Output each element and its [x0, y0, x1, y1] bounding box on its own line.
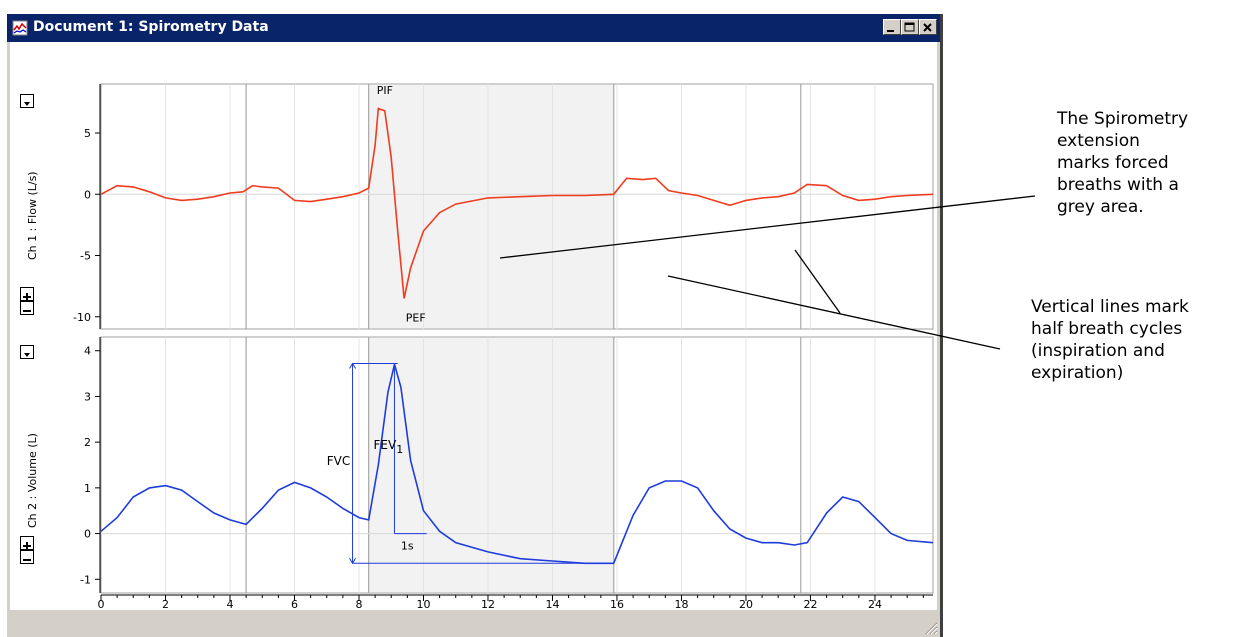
x-tick-label: 2 [162, 598, 169, 610]
x-tick-label: 22 [803, 598, 817, 610]
maximize-button[interactable] [901, 19, 919, 35]
callout-line-vertical-1 [667, 275, 1001, 350]
pif-label: PIF [377, 84, 393, 97]
time-axis: 0 2 4 6 8 10 12 14 16 18 20 22 24 [98, 594, 933, 610]
y-tick-label: 5 [84, 127, 91, 140]
minimize-icon [887, 30, 894, 32]
flow-trace [100, 107, 934, 299]
fev1-label: FEV1 [373, 438, 403, 456]
channel-2-menu-button[interactable] [20, 345, 34, 359]
x-tick-label: 4 [226, 598, 233, 610]
channel-1-plot: PIF PEF 5 0 -5 -10 Ch 1 : Flow (L/s) [26, 83, 934, 330]
volume-trace [100, 364, 934, 565]
chart-view[interactable]: PIF PEF 50-5-10 Ch 1 : Flow (L/s) FVC FE… [10, 42, 937, 610]
window-title: Document 1: Spirometry Data [33, 19, 269, 35]
channel-1-zoom-in-button[interactable] [20, 287, 34, 301]
y-tick-label: -10 [73, 311, 91, 324]
y-tick-label: 2 [84, 436, 91, 449]
channel-1-zoom-out-button[interactable] [20, 301, 34, 315]
dropdown-arrow-icon [24, 353, 30, 357]
dropdown-arrow-icon [24, 102, 30, 106]
callout-line-vertical-2 [794, 249, 841, 314]
y-tick-label: 0 [84, 528, 91, 541]
plus-icon [23, 542, 31, 550]
y-tick-label: 1 [84, 482, 91, 495]
x-tick-label: 6 [291, 598, 298, 610]
x-tick-label: 24 [868, 598, 882, 610]
callout-2-line: expiration) [1031, 363, 1124, 383]
y-tick-label: -5 [80, 250, 91, 263]
callout-2-line: Vertical lines mark [1031, 297, 1189, 317]
fvc-arrow-top [349, 362, 356, 369]
fvc-label: FVC [327, 454, 351, 468]
callout-line-grey-area [499, 195, 1036, 259]
callout-grey-area-text: The Spirometry extension marks forced br… [1057, 108, 1188, 218]
document-app-icon[interactable] [12, 20, 28, 36]
x-tick-label: 8 [355, 598, 362, 610]
channel-1-menu-button[interactable] [20, 94, 34, 108]
minus-icon [23, 310, 31, 312]
channel-2-grid [164, 337, 876, 593]
forced-breath-shade [368, 338, 614, 592]
channel-2-axis-label: Ch 2 : Volume (L) [26, 433, 39, 528]
fvc-arrow-bottom [349, 558, 356, 565]
channel-1-grid [164, 84, 876, 329]
channel-2-zoom-in-button[interactable] [20, 536, 34, 550]
x-tick-label: 10 [416, 598, 430, 610]
fvc-measure [349, 362, 614, 565]
callout-2-line: (inspiration and [1031, 341, 1165, 361]
callout-2-line: half breath cycles [1031, 319, 1183, 339]
chart-client-area: PIF PEF 5 0 -5 -10 Ch 1 : Flow (L/s) FVC FE… [10, 42, 937, 610]
y-tick-label: 3 [84, 390, 91, 403]
channel-1-axis-label: Ch 1 : Flow (L/s) [26, 171, 39, 260]
minimize-button[interactable] [883, 19, 901, 35]
channel-1-breath-markers [245, 84, 802, 329]
resize-grip-icon[interactable] [924, 621, 938, 635]
y-tick-label: 4 [84, 345, 91, 358]
x-tick-label: 12 [481, 598, 495, 610]
plus-icon [23, 293, 31, 301]
fev-label-subscript: 1 [396, 443, 403, 456]
callout-vertical-lines-text: Vertical lines mark half breath cycles (… [1031, 296, 1189, 384]
status-bar [7, 610, 940, 637]
document-window: Document 1: Spirometry Data [7, 14, 943, 637]
x-tick-label: 20 [739, 598, 753, 610]
pef-label: PEF [406, 312, 426, 325]
callout-1-line: extension [1057, 131, 1140, 151]
channel-2-y-ticks: 4 3 2 1 0 -1 [80, 337, 101, 593]
callout-1-line: grey area. [1057, 197, 1144, 217]
channel-2-zoom-out-button[interactable] [20, 550, 34, 564]
close-icon [923, 23, 932, 32]
x-tick-label: 16 [610, 598, 624, 610]
close-button[interactable] [919, 19, 937, 35]
maximize-icon [904, 22, 915, 32]
x-tick-label: 14 [545, 598, 559, 610]
fev-label-text: FEV [373, 438, 396, 452]
callout-1-line: marks forced [1057, 153, 1169, 173]
callout-1-line: The Spirometry [1057, 109, 1189, 129]
one-second-label: 1s [401, 540, 414, 553]
x-tick-label: 0 [98, 598, 105, 610]
channel-1-y-ticks: 5 0 -5 -10 [73, 84, 101, 329]
channel-2-breath-markers [245, 337, 802, 593]
title-bar[interactable]: Document 1: Spirometry Data [7, 14, 940, 42]
minus-icon [23, 559, 31, 561]
forced-breath-shade [368, 85, 614, 328]
y-tick-label: -1 [80, 573, 91, 586]
x-tick-label: 18 [674, 598, 688, 610]
callout-1-line: breaths with a [1057, 175, 1179, 195]
y-tick-label: 0 [84, 188, 91, 201]
